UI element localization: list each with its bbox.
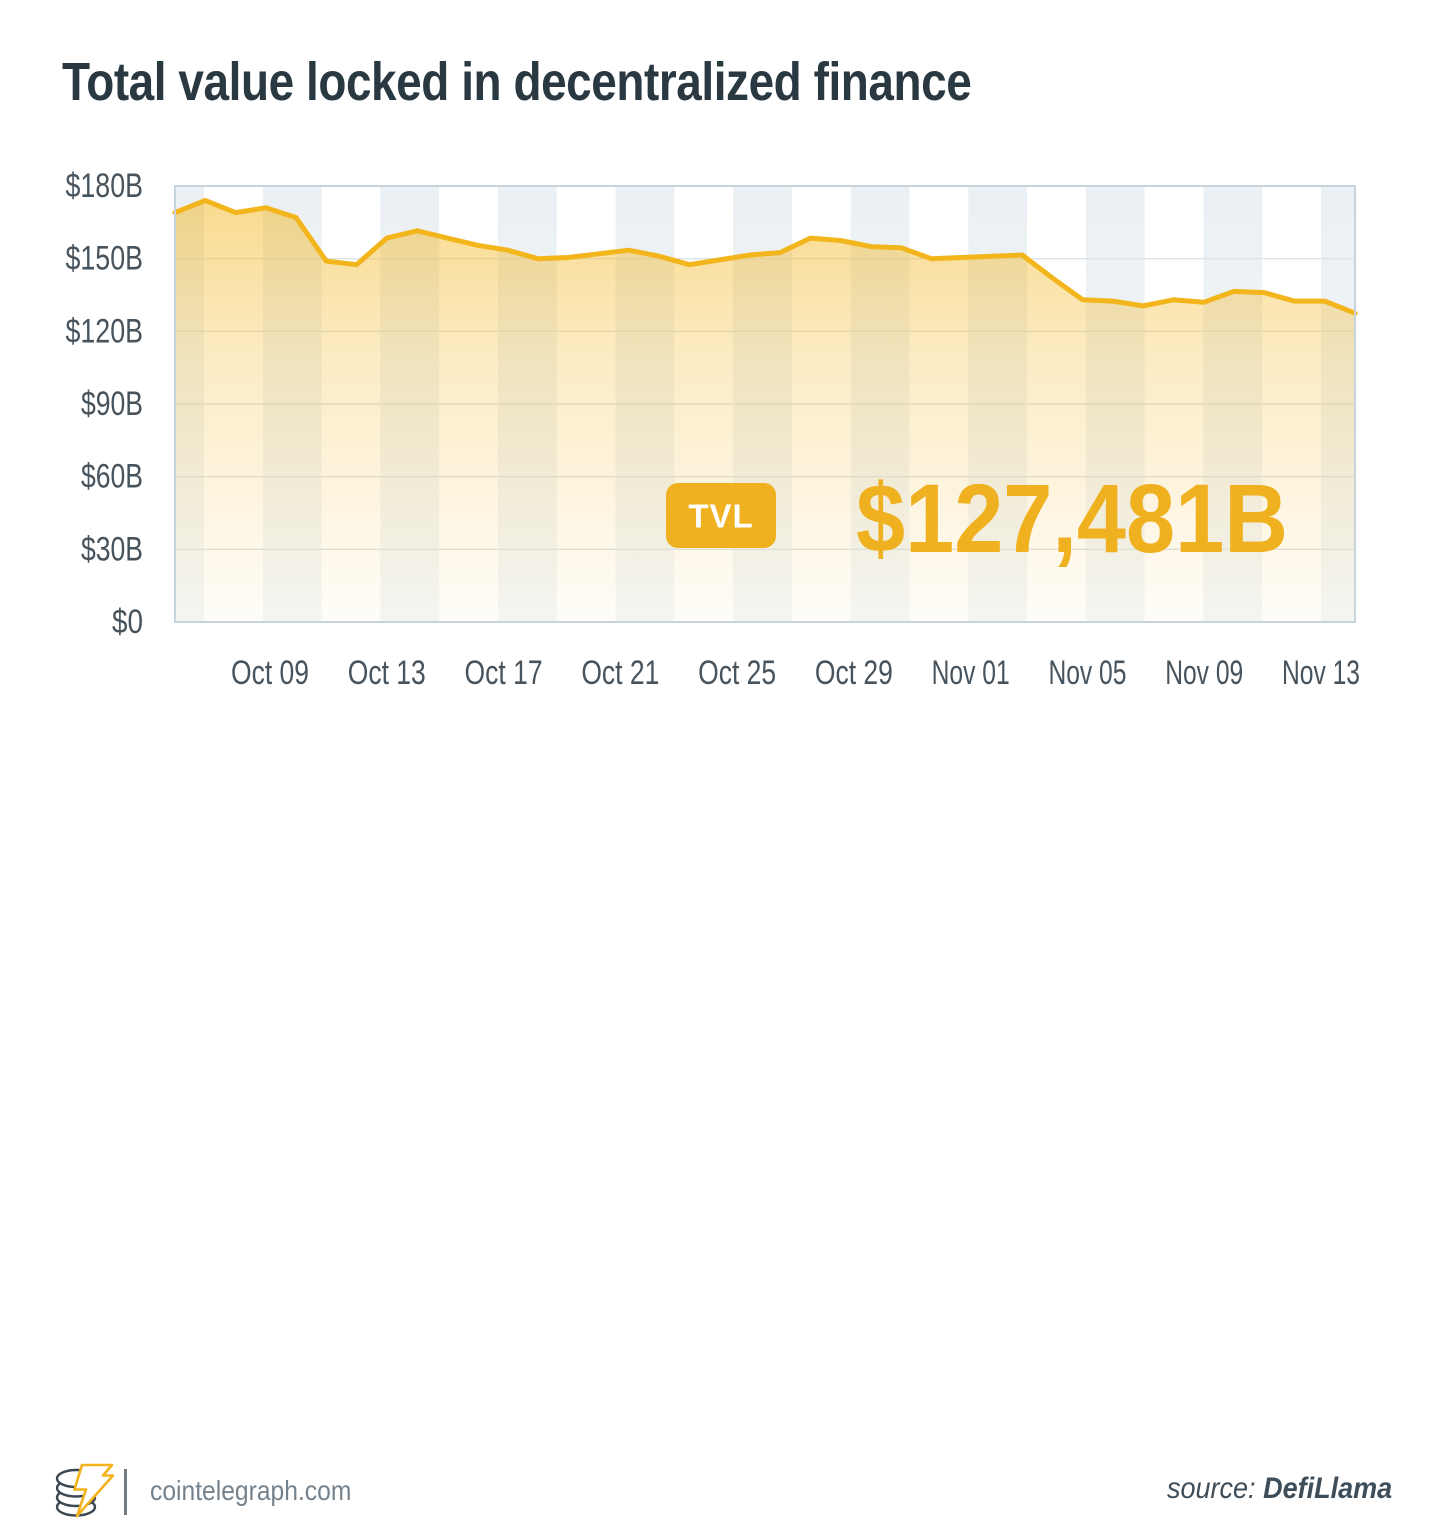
cointelegraph-logo-icon (55, 1463, 115, 1518)
page-title: Total value locked in decentralized fina… (62, 52, 972, 112)
tvl-current-value: $127,481B (856, 464, 1288, 573)
x-axis-label: Oct 29 (815, 654, 893, 692)
x-axis-label: Nov 05 (1048, 654, 1126, 692)
y-axis-label: $0 (112, 603, 143, 641)
tvl-line-series (172, 198, 1358, 316)
tvl-badge (666, 483, 776, 548)
y-axis-label: $120B (66, 312, 144, 350)
x-axis-labels: Oct 09 Oct 13 Oct 17 Oct 21 Oct 25 Oct 29 Nov … (231, 654, 1360, 692)
y-axis-label: $90B (81, 385, 143, 423)
source-credit: source: DefiLlama (1167, 1472, 1392, 1506)
x-axis-label: Nov 13 (1282, 654, 1360, 692)
x-axis-label: Nov 01 (932, 654, 1010, 692)
x-axis-label: Oct 17 (465, 654, 543, 692)
y-axis-label: $180B (66, 167, 144, 205)
tvl-area-chart: $180B $150B $120B $90B $60B $30B $0 Oct 09 Oct 1… (66, 167, 1361, 692)
x-axis-label: Oct 21 (581, 654, 659, 692)
y-axis-label: $30B (81, 530, 143, 568)
tvl-area-fill (175, 200, 1355, 622)
x-axis-label: Oct 13 (348, 654, 426, 692)
source-label: source: (1166, 1472, 1256, 1505)
y-axis-label: $150B (66, 240, 144, 278)
x-axis-label: Oct 09 (231, 654, 309, 692)
footer-divider (124, 1469, 127, 1515)
footer: cointelegraph.com source: DefiLlama (0, 728, 1450, 1518)
x-axis-label: Nov 09 (1165, 654, 1243, 692)
brand-domain: cointelegraph.com (150, 1475, 352, 1506)
y-axis-labels: $180B $150B $120B $90B $60B $30B $0 (66, 167, 144, 641)
plot-border (174, 185, 1356, 623)
source-name: DefiLlama (1262, 1472, 1392, 1505)
tvl-badge-label: TVL (688, 498, 753, 535)
x-axis-label: Oct 25 (698, 654, 776, 692)
y-axis-label: $60B (81, 458, 143, 496)
